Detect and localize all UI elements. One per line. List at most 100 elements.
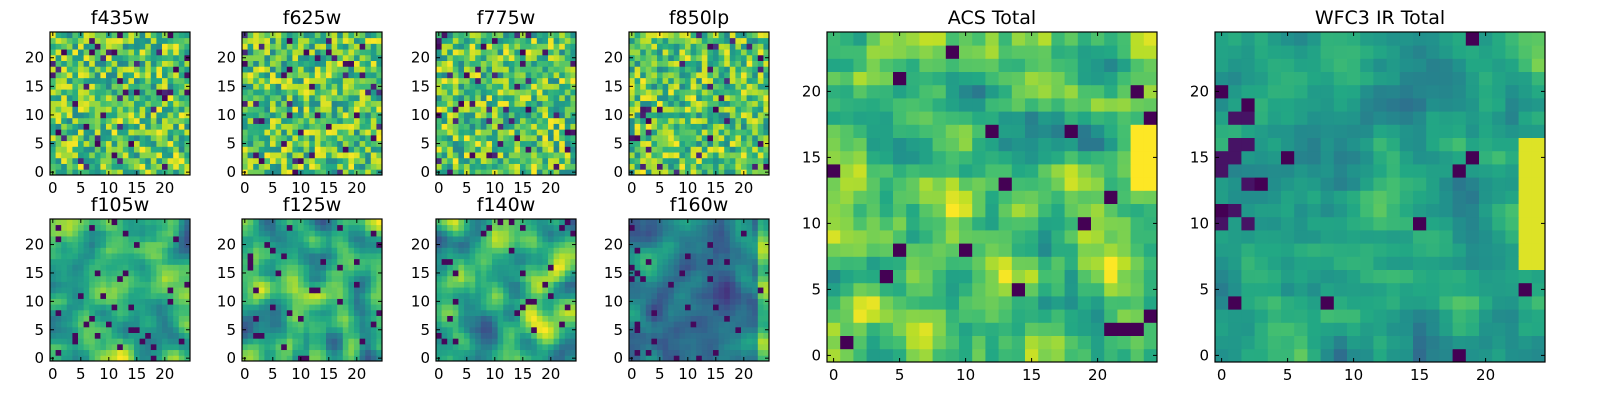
heatmap-cell <box>50 134 56 142</box>
y-tick-label: 10 <box>217 292 236 310</box>
heatmap-cell <box>167 253 174 260</box>
heatmap-cell <box>258 275 265 282</box>
heatmap-cell <box>503 134 510 142</box>
heatmap-cell <box>354 236 360 243</box>
heatmap-cell <box>247 49 254 56</box>
heatmap-cell <box>122 270 129 277</box>
heatmap-cell <box>61 163 68 170</box>
heatmap-cell <box>184 152 191 159</box>
heatmap-cell <box>281 281 288 288</box>
heatmap-cell <box>696 152 703 159</box>
heatmap-cell <box>270 343 276 351</box>
heatmap-cell <box>492 157 498 164</box>
y-tick-label: 0 <box>34 163 44 181</box>
heatmap-cell <box>122 247 129 254</box>
heatmap-cell <box>270 298 276 305</box>
heatmap-cell <box>707 343 714 351</box>
heatmap-cell <box>145 83 152 90</box>
heatmap-cell <box>729 83 736 90</box>
heatmap-cell <box>553 304 560 311</box>
heatmap-cell <box>668 140 675 147</box>
heatmap-cell <box>640 134 647 142</box>
heatmap-cell <box>247 309 254 316</box>
heatmap-cell <box>342 355 349 362</box>
heatmap-cell <box>320 343 327 351</box>
heatmap-cell <box>679 146 686 153</box>
heatmap-cell <box>337 270 344 277</box>
heatmap-cell <box>651 72 658 79</box>
heatmap-cell <box>657 60 663 67</box>
heatmap-cell <box>757 355 764 362</box>
heatmap-cell <box>247 83 254 90</box>
axes-frame <box>628 31 770 176</box>
heatmap-cell <box>520 241 526 248</box>
heatmap-cell <box>735 332 742 339</box>
heatmap-cell <box>685 77 691 84</box>
heatmap-cell <box>303 134 310 142</box>
heatmap-cell <box>536 281 543 288</box>
heatmap-cell <box>707 321 714 328</box>
heatmap-cell <box>354 338 360 345</box>
heatmap-cell <box>480 219 487 226</box>
heatmap-cell <box>258 241 265 248</box>
heatmap-cell <box>514 152 521 159</box>
heatmap-cell <box>326 83 332 90</box>
heatmap-cell <box>553 169 560 176</box>
heatmap-cell <box>247 247 254 254</box>
heatmap-cell <box>486 83 493 90</box>
heatmap-cell <box>264 37 271 44</box>
heatmap-cell <box>55 89 62 96</box>
heatmap-cell <box>354 247 360 254</box>
heatmap-cell <box>559 94 566 102</box>
heatmap-cell <box>100 123 107 130</box>
heatmap-cell <box>83 100 90 107</box>
heatmap-cell <box>354 309 360 316</box>
heatmap-cell <box>718 343 725 351</box>
heatmap-cell <box>117 54 124 61</box>
heatmap-cell <box>100 258 107 265</box>
heatmap-cell <box>106 315 112 322</box>
heatmap-cell <box>629 94 635 102</box>
heatmap-cell <box>746 72 753 79</box>
heatmap-cell <box>679 298 686 305</box>
heatmap-cell <box>139 270 146 277</box>
heatmap-cell <box>111 54 118 61</box>
heatmap-cell <box>436 157 442 164</box>
heatmap-cell <box>178 247 185 254</box>
heatmap-cell <box>78 146 84 153</box>
heatmap-cell <box>50 152 56 159</box>
heatmap-cell <box>348 253 355 260</box>
heatmap-cell <box>685 304 691 311</box>
heatmap-cell <box>763 77 770 84</box>
heatmap-cell <box>629 315 635 322</box>
heatmap-cell <box>270 112 276 119</box>
heatmap-cell <box>66 123 73 130</box>
heatmap-cell <box>668 49 675 56</box>
heatmap-cell <box>662 338 669 345</box>
heatmap-cell <box>452 66 459 73</box>
heatmap-cell <box>128 43 135 50</box>
heatmap-cell <box>139 287 146 294</box>
heatmap-cell <box>359 332 366 339</box>
axes-frame <box>241 31 383 176</box>
heatmap-cell <box>298 77 304 84</box>
heatmap-cell <box>673 287 680 294</box>
heatmap-cell <box>72 94 79 102</box>
heatmap-cell <box>303 349 310 356</box>
heatmap-cell <box>66 83 73 90</box>
y-tick-label: 5 <box>420 135 430 153</box>
heatmap-cell <box>520 343 526 351</box>
heatmap-cell <box>72 146 79 153</box>
heatmap-cell <box>514 60 521 67</box>
heatmap-cell <box>525 349 532 356</box>
heatmap-cell <box>337 298 344 305</box>
heatmap-cell <box>100 157 107 164</box>
heatmap-cell <box>370 253 377 260</box>
heatmap-cell <box>309 264 316 271</box>
heatmap-cell <box>514 37 521 44</box>
heatmap-cell <box>634 140 641 147</box>
heatmap-cell <box>673 72 680 79</box>
heatmap-cell <box>320 37 327 44</box>
heatmap-cell <box>78 77 84 84</box>
heatmap-cell <box>303 264 310 271</box>
